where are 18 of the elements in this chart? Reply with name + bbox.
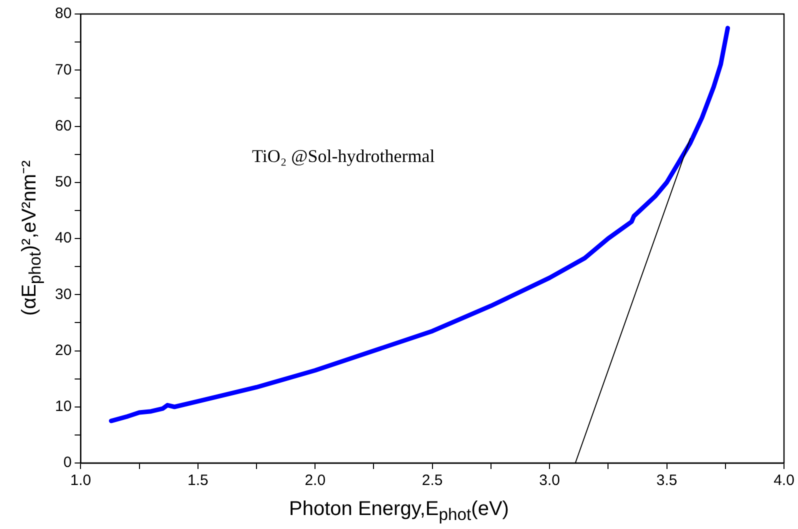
y-tick-label: 20 — [54, 342, 72, 359]
y-tick-label: 40 — [54, 230, 72, 247]
annotation: TiO₂ @Sol-hydrothermal — [252, 146, 435, 167]
y-tick-label: 30 — [54, 286, 72, 303]
x-tick-label: 2.0 — [304, 472, 326, 490]
x-tick-label: 3.0 — [539, 472, 560, 490]
x-axis-title: Photon Energy,E$_{phot}$(eV) — [288, 498, 510, 525]
x-tick-label: 3.5 — [656, 472, 678, 490]
x-tick-label: 2.5 — [422, 472, 443, 490]
y-tick-label: 10 — [54, 398, 72, 416]
x-tick-label: 1.0 — [70, 472, 92, 490]
y-tick-label: 80 — [54, 5, 72, 22]
x-tick-label: 4.0 — [774, 472, 794, 490]
y-tick-label: 50 — [54, 174, 72, 191]
y-tick-label: 70 — [54, 61, 72, 78]
y-tick-label: 60 — [54, 117, 72, 134]
x-tick-label: 1.5 — [187, 472, 208, 490]
y-tick-label: 0 — [63, 454, 72, 472]
